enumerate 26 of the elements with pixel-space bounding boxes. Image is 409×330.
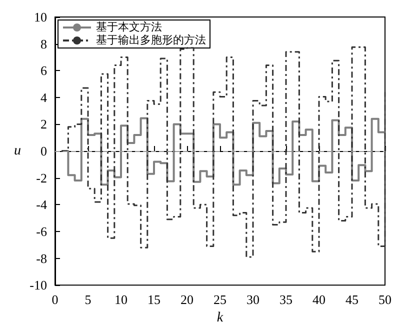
y-tick-label: 4 — [40, 90, 48, 105]
x-tick-label: 0 — [52, 292, 58, 308]
y-tick-label: -6 — [36, 224, 48, 239]
x-tick-label: 50 — [378, 292, 392, 308]
x-tick-label: 35 — [280, 292, 292, 308]
legend-label: 基于本文方法 — [96, 20, 162, 34]
y-tick-label: -8 — [36, 250, 47, 266]
x-tick-label: 40 — [312, 292, 326, 308]
y-tick-label: 0 — [40, 144, 47, 159]
y-tick-label: -2 — [36, 170, 47, 186]
x-tick-label: 30 — [246, 292, 260, 308]
y-tick-label: 8 — [40, 36, 47, 52]
legend-label: 基于输出多胞形的方法 — [96, 34, 206, 46]
y-axis-title: u — [14, 144, 21, 159]
y-tick-label: -4 — [36, 197, 48, 212]
x-tick-label: 10 — [114, 292, 128, 308]
y-tick-label: 2 — [40, 116, 47, 132]
y-tick-label: 6 — [40, 63, 48, 78]
x-tick-label: 5 — [84, 292, 92, 308]
x-tick-label: 20 — [180, 292, 194, 308]
y-tick-label: -10 — [30, 278, 47, 293]
x-tick-label: 15 — [148, 292, 160, 308]
y-tick-label: 10 — [34, 10, 47, 24]
x-axis-title: k — [216, 310, 224, 326]
x-tick-label: 45 — [346, 292, 358, 308]
x-tick-label: 25 — [214, 292, 226, 308]
